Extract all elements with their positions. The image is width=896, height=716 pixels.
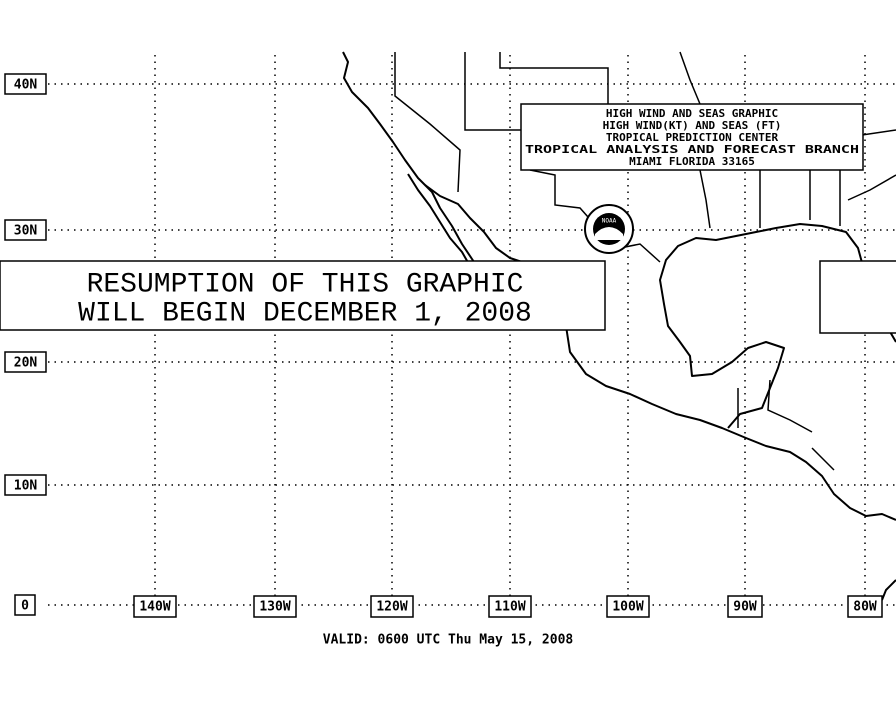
longitude-label: 110W bbox=[494, 600, 525, 615]
label-box bbox=[847, 595, 883, 618]
coastline bbox=[881, 579, 896, 601]
title-line: MIAMI FLORIDA 33165 bbox=[629, 155, 755, 168]
longitude-label: 140W bbox=[139, 600, 170, 615]
graticule bbox=[48, 55, 896, 606]
title-frame bbox=[520, 103, 864, 171]
coastline bbox=[424, 184, 896, 521]
label-box bbox=[14, 594, 36, 616]
latitude-label: 20N bbox=[14, 356, 38, 371]
noaa-logo: NOAA bbox=[584, 204, 634, 254]
longitude-label: 80W bbox=[853, 600, 877, 615]
label-box bbox=[727, 595, 763, 618]
title-box: HIGH WIND AND SEAS GRAPHIC HIGH WIND(KT)… bbox=[520, 103, 864, 171]
coastlines bbox=[342, 51, 896, 601]
longitude-label: 120W bbox=[376, 600, 407, 615]
valid-time: VALID: 0600 UTC Thu May 15, 2008 bbox=[323, 633, 574, 648]
title-line: TROPICAL ANALYSIS AND FORECAST BRANCH bbox=[525, 143, 859, 156]
latitude-label: 10N bbox=[14, 479, 38, 494]
label-box bbox=[4, 351, 47, 373]
latitude-label: 30N bbox=[14, 224, 38, 239]
label-box bbox=[4, 474, 47, 496]
longitude-label: 90W bbox=[733, 600, 757, 615]
title-line: HIGH WIND(KT) AND SEAS (FT) bbox=[603, 119, 782, 132]
label-box bbox=[253, 595, 297, 618]
latitude-label: 40N bbox=[14, 78, 38, 93]
label-box bbox=[370, 595, 414, 618]
title-line: TROPICAL PREDICTION CENTER bbox=[606, 131, 779, 144]
label-box bbox=[133, 595, 177, 618]
longitude-label: 130W bbox=[259, 600, 290, 615]
label-box bbox=[606, 595, 650, 618]
coastline bbox=[342, 51, 475, 267]
label-box bbox=[4, 219, 47, 241]
title-line: HIGH WIND AND SEAS GRAPHIC bbox=[606, 107, 778, 120]
longitude-label: 100W bbox=[612, 600, 643, 615]
label-box bbox=[4, 73, 47, 95]
notice-line: WILL BEGIN DECEMBER 1, 2008 bbox=[78, 298, 532, 329]
label-box bbox=[488, 595, 532, 618]
logo-text: NOAA bbox=[602, 218, 617, 225]
logo-bird bbox=[595, 227, 623, 240]
coastline bbox=[659, 223, 896, 429]
notice-frame bbox=[0, 260, 606, 331]
side-box bbox=[819, 260, 896, 334]
latitude-label: 0 bbox=[21, 599, 29, 614]
notice-line: RESUMPTION OF THIS GRAPHIC bbox=[87, 269, 524, 300]
